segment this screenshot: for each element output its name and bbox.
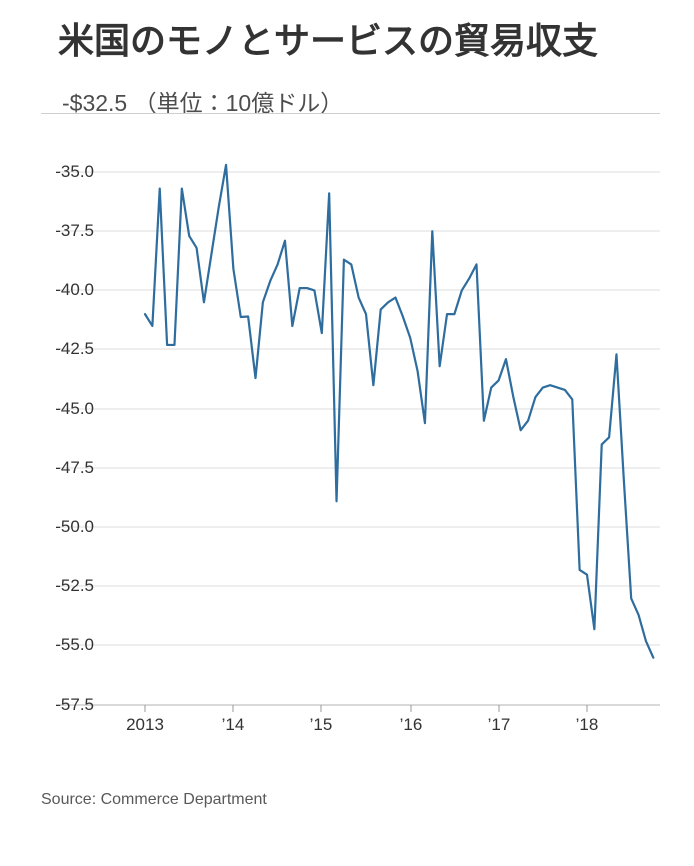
svg-text:’17: ’17 [488, 715, 511, 734]
svg-text:’16: ’16 [400, 715, 423, 734]
svg-text:-42.5: -42.5 [55, 339, 94, 358]
svg-text:2013: 2013 [126, 715, 164, 734]
svg-text:’15: ’15 [310, 715, 333, 734]
svg-text:-47.5: -47.5 [55, 458, 94, 477]
svg-text:’18: ’18 [576, 715, 599, 734]
svg-text:-45.0: -45.0 [55, 399, 94, 418]
svg-text:-35.0: -35.0 [55, 162, 94, 181]
svg-text:-50.0: -50.0 [55, 517, 94, 536]
svg-text:-52.5: -52.5 [55, 576, 94, 595]
svg-text:-37.5: -37.5 [55, 221, 94, 240]
svg-text:-40.0: -40.0 [55, 280, 94, 299]
svg-text:’14: ’14 [222, 715, 245, 734]
svg-text:-57.5: -57.5 [55, 695, 94, 714]
svg-text:-55.0: -55.0 [55, 635, 94, 654]
